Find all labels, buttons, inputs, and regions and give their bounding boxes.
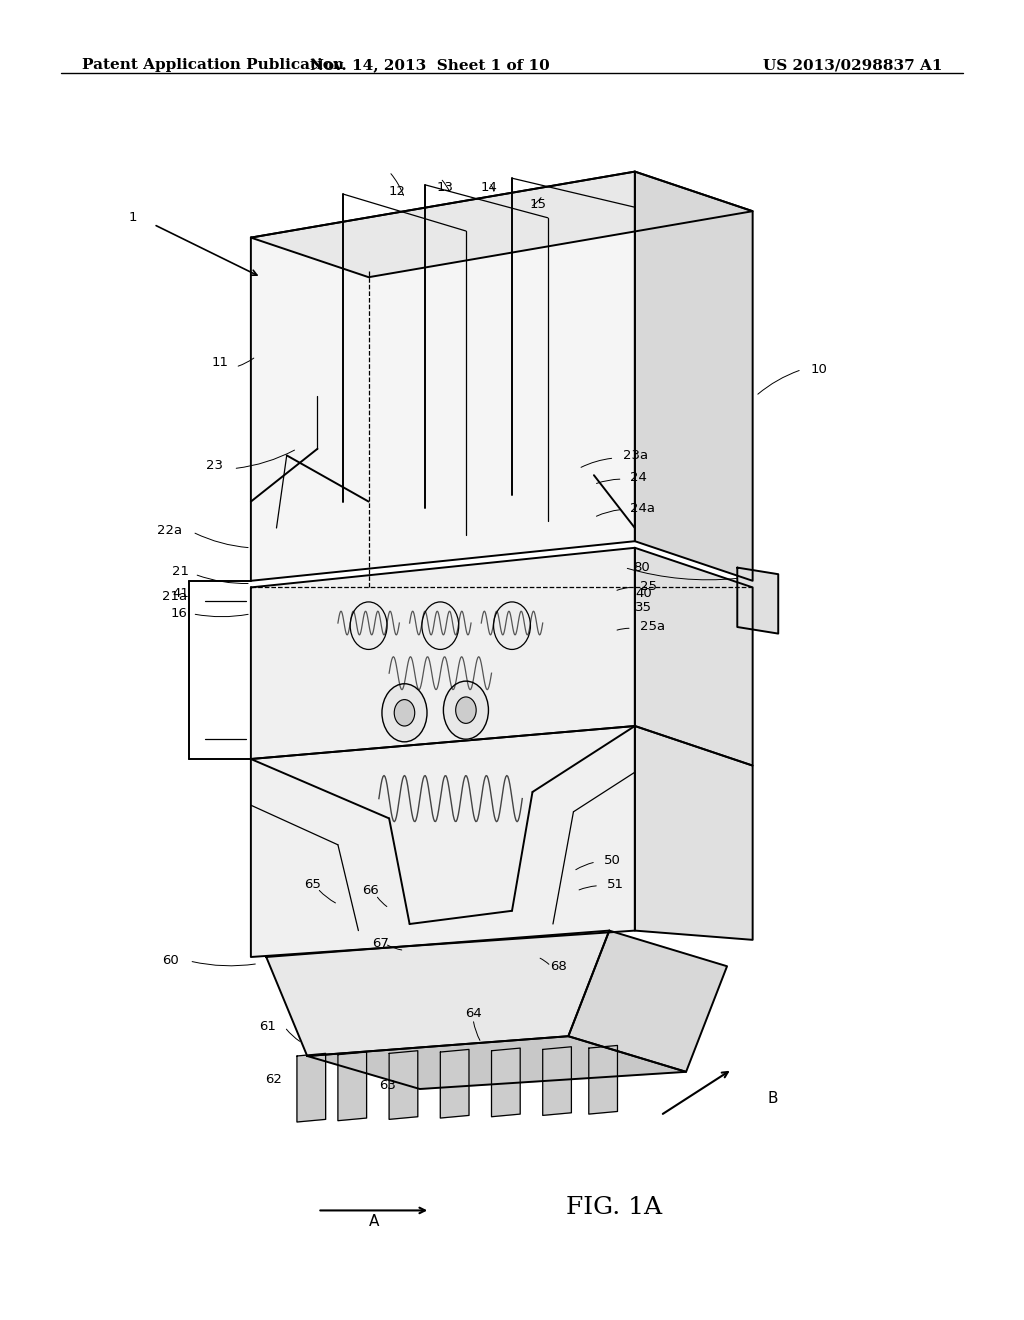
- Text: 21: 21: [172, 565, 189, 578]
- Circle shape: [394, 700, 415, 726]
- Text: 61: 61: [260, 1020, 276, 1034]
- Text: 65: 65: [304, 878, 321, 891]
- Text: 25: 25: [640, 579, 657, 593]
- Text: 60: 60: [163, 954, 179, 968]
- Polygon shape: [251, 726, 635, 957]
- Text: 50: 50: [604, 854, 621, 867]
- Text: 62: 62: [265, 1073, 282, 1086]
- Polygon shape: [635, 172, 753, 581]
- Text: 12: 12: [389, 185, 406, 198]
- Polygon shape: [266, 931, 609, 1056]
- Text: 14: 14: [481, 181, 498, 194]
- Text: A: A: [369, 1213, 379, 1229]
- Text: 15: 15: [529, 198, 546, 211]
- Text: 23a: 23a: [623, 449, 648, 462]
- Circle shape: [350, 602, 387, 649]
- Polygon shape: [338, 1052, 367, 1121]
- Polygon shape: [568, 931, 727, 1072]
- Polygon shape: [492, 1048, 520, 1117]
- Text: 23: 23: [206, 459, 223, 473]
- Text: 64: 64: [465, 1007, 481, 1020]
- Text: 1: 1: [129, 211, 137, 224]
- Circle shape: [382, 684, 427, 742]
- Text: 35: 35: [635, 601, 652, 614]
- Text: 16: 16: [171, 607, 187, 620]
- Text: 11: 11: [212, 356, 228, 370]
- Text: 22a: 22a: [157, 524, 182, 537]
- Polygon shape: [635, 548, 753, 766]
- Text: FIG. 1A: FIG. 1A: [566, 1196, 663, 1220]
- Text: 63: 63: [379, 1078, 395, 1092]
- Polygon shape: [307, 1036, 686, 1089]
- Text: 24: 24: [630, 471, 646, 484]
- Text: 21a: 21a: [162, 590, 187, 603]
- Polygon shape: [440, 1049, 469, 1118]
- Text: 13: 13: [437, 181, 454, 194]
- Text: 68: 68: [550, 960, 566, 973]
- Text: 51: 51: [607, 878, 625, 891]
- Polygon shape: [737, 568, 778, 634]
- Text: 40: 40: [635, 587, 651, 601]
- Circle shape: [443, 681, 488, 739]
- Polygon shape: [251, 172, 753, 277]
- Text: 25a: 25a: [640, 620, 666, 634]
- Circle shape: [456, 697, 476, 723]
- Polygon shape: [389, 1051, 418, 1119]
- Polygon shape: [251, 548, 635, 759]
- Text: 80: 80: [633, 561, 649, 574]
- Polygon shape: [635, 726, 753, 940]
- Polygon shape: [543, 1047, 571, 1115]
- Polygon shape: [297, 1053, 326, 1122]
- Text: B: B: [768, 1090, 778, 1106]
- Text: 24a: 24a: [630, 502, 654, 515]
- Text: 67: 67: [373, 937, 389, 950]
- Polygon shape: [589, 1045, 617, 1114]
- Text: 41: 41: [173, 587, 189, 601]
- Text: Nov. 14, 2013  Sheet 1 of 10: Nov. 14, 2013 Sheet 1 of 10: [310, 58, 550, 73]
- Text: Patent Application Publication: Patent Application Publication: [82, 58, 344, 73]
- Polygon shape: [251, 172, 635, 581]
- Circle shape: [494, 602, 530, 649]
- Circle shape: [422, 602, 459, 649]
- Text: 66: 66: [362, 884, 379, 898]
- Text: US 2013/0298837 A1: US 2013/0298837 A1: [763, 58, 942, 73]
- Text: 10: 10: [811, 363, 827, 376]
